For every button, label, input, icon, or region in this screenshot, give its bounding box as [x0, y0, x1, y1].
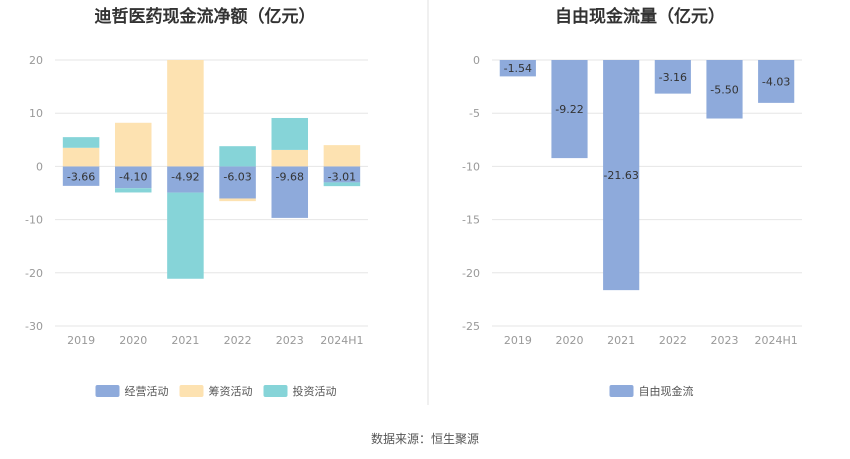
bar-经营活动-2024H1 [323, 166, 361, 183]
bar-自由现金流-2024H1 [758, 60, 795, 103]
y-tick-label: 10 [29, 107, 43, 120]
bar-经营活动-2019 [62, 166, 100, 186]
legend-label: 经营活动 [125, 384, 169, 398]
y-tick-label: -10 [462, 160, 480, 173]
data-label: -4.10 [119, 170, 147, 183]
data-label: -3.01 [328, 170, 356, 183]
data-label: -3.66 [67, 170, 95, 183]
data-label: -9.68 [276, 170, 304, 183]
data-label: -6.03 [223, 170, 251, 183]
chart-2: 0 -5 -10 -15 -20 -25 -1.54 -9.22 -21.63 -3.16 -5.5… [462, 54, 802, 398]
bar-自由现金流-2019 [499, 60, 536, 77]
x-tick-label: 2020 [119, 334, 147, 347]
x-tick-label: 2021 [607, 334, 635, 347]
bar-投资活动-2020 [114, 188, 152, 193]
y-tick-label: -20 [25, 267, 43, 280]
data-label: -1.54 [504, 62, 532, 75]
bar-经营活动-2021 [167, 166, 204, 193]
legend-swatch [179, 385, 204, 397]
bar-投资活动-2022 [219, 146, 256, 167]
bar-自由现金流-2021 [603, 60, 640, 291]
bar-筹资活动-2022 [219, 198, 256, 202]
y-tick-label: 0 [36, 160, 43, 173]
bar-投资活动-2023 [271, 117, 309, 150]
chart-1: 20 10 0 -10 -20 -30 -3.66 -4.10 -4.92 -6.03 -9.68 -… [25, 54, 368, 398]
source-note: 数据来源：恒生聚源 [371, 431, 479, 446]
x-tick-label: 2023 [711, 334, 739, 347]
legend-label: 筹资活动 [209, 384, 253, 398]
bar-筹资活动-2021 [167, 60, 204, 167]
legend-label: 自由现金流 [639, 384, 694, 398]
data-label: -5.50 [710, 83, 738, 96]
bar-自由现金流-2022 [654, 60, 691, 94]
y-tick-label: -20 [462, 267, 480, 280]
data-label: -4.92 [171, 170, 199, 183]
legend-swatch [95, 385, 120, 397]
x-tick-label: 2022 [224, 334, 252, 347]
x-tick-label: 2024H1 [320, 334, 363, 347]
left-chart-title: 迪哲医药现金流净额（亿元） [95, 6, 316, 27]
x-tick-label: 2019 [504, 334, 532, 347]
y-tick-label: 0 [473, 54, 480, 67]
bar-投资活动-2019 [62, 137, 100, 148]
x-tick-label: 2019 [67, 334, 95, 347]
legend: 自由现金流 [609, 384, 694, 398]
bar-投资活动-2024H1 [323, 182, 361, 187]
y-tick-label: 20 [29, 54, 43, 67]
bar-筹资活动-2019 [62, 147, 100, 167]
x-tick-label: 2023 [276, 334, 304, 347]
bar-自由现金流-2020 [551, 60, 588, 159]
legend-swatch [609, 385, 634, 397]
y-tick-label: -30 [25, 320, 43, 333]
x-tick-label: 2022 [659, 334, 687, 347]
y-tick-label: -5 [469, 107, 480, 120]
data-label: -4.03 [762, 75, 790, 88]
x-tick-label: 2024H1 [755, 334, 798, 347]
bar-筹资活动-2023 [271, 149, 309, 167]
bar-经营活动-2022 [219, 166, 256, 199]
legend-swatch [263, 385, 288, 397]
x-tick-label: 2020 [556, 334, 584, 347]
data-label: -3.16 [659, 71, 687, 84]
bar-经营活动-2020 [114, 166, 152, 189]
bar-投资活动-2021 [167, 192, 204, 279]
bar-筹资活动-2024H1 [323, 145, 361, 167]
y-tick-label: -25 [462, 320, 480, 333]
bar-自由现金流-2023 [706, 60, 743, 119]
legend: 经营活动 筹资活动 投资活动 [95, 384, 337, 398]
x-tick-label: 2021 [171, 334, 199, 347]
y-tick-label: -10 [25, 214, 43, 227]
right-chart-title: 自由现金流量（亿元） [555, 6, 725, 27]
bar-筹资活动-2020 [114, 122, 152, 167]
bar-经营活动-2023 [271, 166, 309, 218]
y-tick-label: -15 [462, 214, 480, 227]
legend-label: 投资活动 [293, 384, 337, 398]
data-label: -21.63 [603, 169, 638, 182]
data-label: -9.22 [555, 103, 583, 116]
